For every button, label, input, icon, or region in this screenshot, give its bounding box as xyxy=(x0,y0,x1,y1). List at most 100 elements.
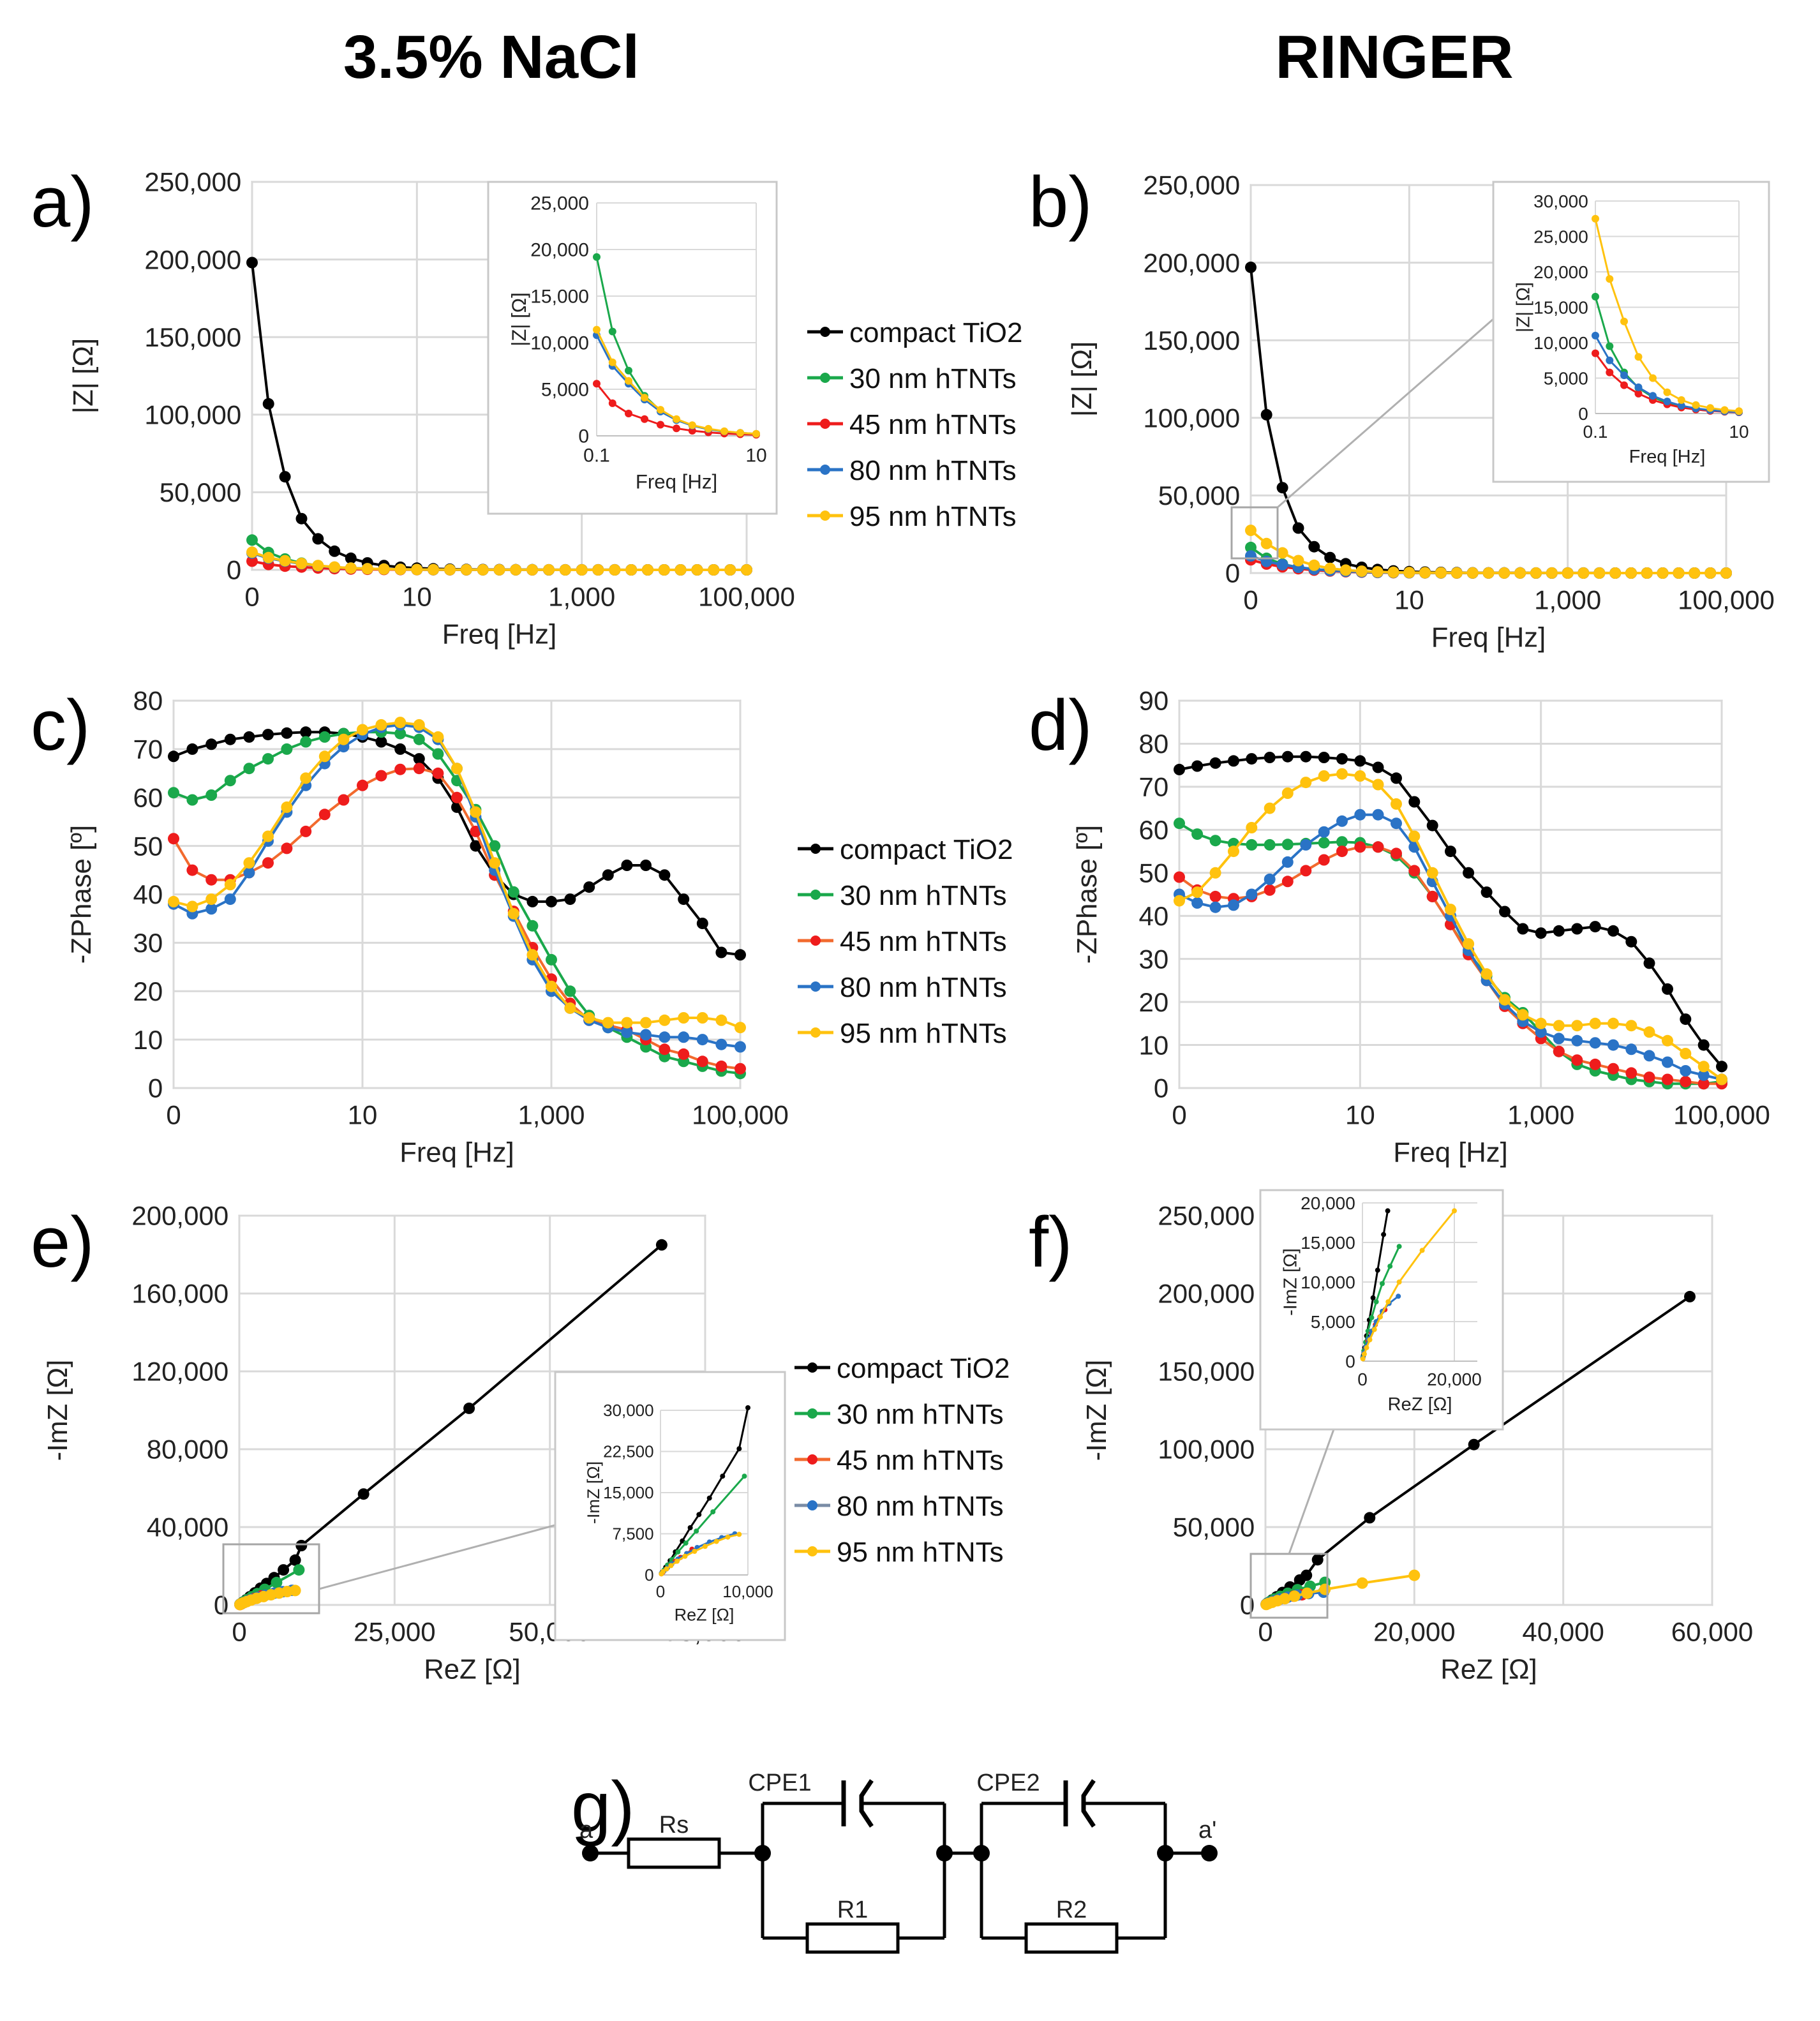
data-point xyxy=(1535,1026,1547,1038)
data-point xyxy=(338,794,350,806)
data-point xyxy=(1245,550,1257,562)
data-point xyxy=(1228,755,1239,767)
inset-y-tick-label: 0 xyxy=(1578,404,1588,424)
data-point xyxy=(1264,839,1276,851)
data-point xyxy=(271,1576,283,1588)
data-point xyxy=(243,867,255,879)
y-tick-label: 50,000 xyxy=(1173,1512,1255,1542)
inset-data-point xyxy=(1663,388,1671,396)
y-tick-label: 200,000 xyxy=(131,1201,228,1231)
chart-panel-a: 0 50,000 100,000 150,000 200,000 250,000 0 10 1,… xyxy=(68,167,795,650)
data-point xyxy=(1445,846,1456,858)
data-point xyxy=(1209,835,1221,847)
data-point xyxy=(1318,770,1330,782)
data-point xyxy=(1607,1063,1619,1075)
x-tick-label: 1,000 xyxy=(1507,1100,1574,1130)
data-point xyxy=(186,794,198,806)
inset-data-point xyxy=(673,415,680,423)
data-point xyxy=(1408,865,1421,877)
data-point xyxy=(546,980,557,992)
data-point xyxy=(1209,757,1221,769)
data-point xyxy=(1451,567,1463,579)
junction-2 xyxy=(936,1845,953,1861)
y-tick-label: 200,000 xyxy=(144,244,241,274)
data-point xyxy=(1609,567,1622,579)
data-point xyxy=(1324,551,1336,563)
y-tick-label: 250,000 xyxy=(1143,170,1240,200)
data-point xyxy=(1372,841,1384,853)
y-tick-label: 0 xyxy=(214,1590,228,1620)
data-point xyxy=(1246,888,1258,900)
data-point xyxy=(1300,839,1312,851)
data-point xyxy=(1571,1020,1583,1032)
data-point xyxy=(526,895,539,907)
data-point xyxy=(526,563,539,576)
data-point xyxy=(1697,1069,1710,1081)
data-point xyxy=(1684,1290,1696,1302)
data-point xyxy=(1336,846,1348,858)
inset-y-tick-label: 0 xyxy=(645,1565,653,1585)
data-point xyxy=(696,1034,708,1046)
chart-panel-d: 0 10 20 30 40 50 60 70 80 90 0 10 1,000 100,000 Freq [… xyxy=(1071,686,1770,1168)
y-axis-title: -ZPhase [º] xyxy=(1071,825,1103,964)
legend-marker xyxy=(810,936,821,946)
data-point xyxy=(1174,817,1185,830)
x-axis-title: Freq [Hz] xyxy=(1393,1137,1508,1168)
inset-frame xyxy=(487,181,778,515)
legend-label: 45 nm hTNTs xyxy=(837,1445,1004,1476)
data-point xyxy=(489,840,501,852)
legend-label: 95 nm hTNTs xyxy=(840,1018,1007,1049)
data-point xyxy=(1246,839,1258,851)
legend-marker xyxy=(820,373,830,383)
data-point xyxy=(546,953,557,966)
data-point xyxy=(1354,841,1366,853)
inset-data-point xyxy=(687,1525,693,1530)
data-point xyxy=(1466,567,1479,579)
data-point xyxy=(1535,927,1547,939)
panel-label-c: c) xyxy=(31,685,90,765)
data-point xyxy=(1553,1045,1565,1057)
terminal-a-prime xyxy=(1201,1845,1218,1861)
inset-data-point xyxy=(1620,317,1628,325)
data-point xyxy=(583,1012,595,1024)
data-point xyxy=(696,1055,708,1068)
data-point xyxy=(507,907,519,920)
y-tick-label: 70 xyxy=(133,735,163,764)
inset-y-tick-label: 30,000 xyxy=(603,1401,654,1420)
inset-y-tick-label: 20,000 xyxy=(530,240,589,261)
y-tick-label: 100,000 xyxy=(144,400,241,430)
y-tick-label: 40 xyxy=(133,879,163,909)
data-point xyxy=(1264,752,1276,763)
inset-data-point xyxy=(593,380,600,388)
data-point xyxy=(1481,886,1493,899)
inset-data-point xyxy=(705,424,712,433)
data-point xyxy=(1364,1512,1376,1524)
data-point xyxy=(289,1585,301,1597)
data-point xyxy=(281,743,293,755)
data-point xyxy=(300,736,312,748)
data-point xyxy=(1514,567,1526,579)
y-tick-label: 80 xyxy=(1138,729,1168,759)
data-point xyxy=(602,869,614,881)
legend-marker xyxy=(807,1454,817,1465)
data-point xyxy=(1419,567,1431,579)
y-tick-label: 10 xyxy=(133,1025,163,1055)
inset-x-tick-label: 10,000 xyxy=(722,1582,773,1601)
inset-data-point xyxy=(641,415,648,423)
data-point xyxy=(1245,261,1257,273)
inset-data-point xyxy=(706,1495,712,1501)
data-point xyxy=(1264,884,1276,896)
inset-data-point xyxy=(752,429,760,438)
inset-data-point xyxy=(1373,1299,1379,1304)
data-point xyxy=(1697,1061,1710,1073)
data-point xyxy=(205,903,218,915)
inset-y-axis-title: -ImZ [Ω] xyxy=(1280,1248,1301,1316)
inset-data-point xyxy=(1452,1208,1457,1214)
data-point xyxy=(1680,1013,1692,1025)
data-point xyxy=(428,563,439,576)
label-rs: Rs xyxy=(659,1812,689,1838)
inset-data-point xyxy=(625,410,632,417)
data-point xyxy=(1463,938,1475,950)
data-point xyxy=(279,555,291,567)
inset-data-point xyxy=(1706,404,1714,412)
